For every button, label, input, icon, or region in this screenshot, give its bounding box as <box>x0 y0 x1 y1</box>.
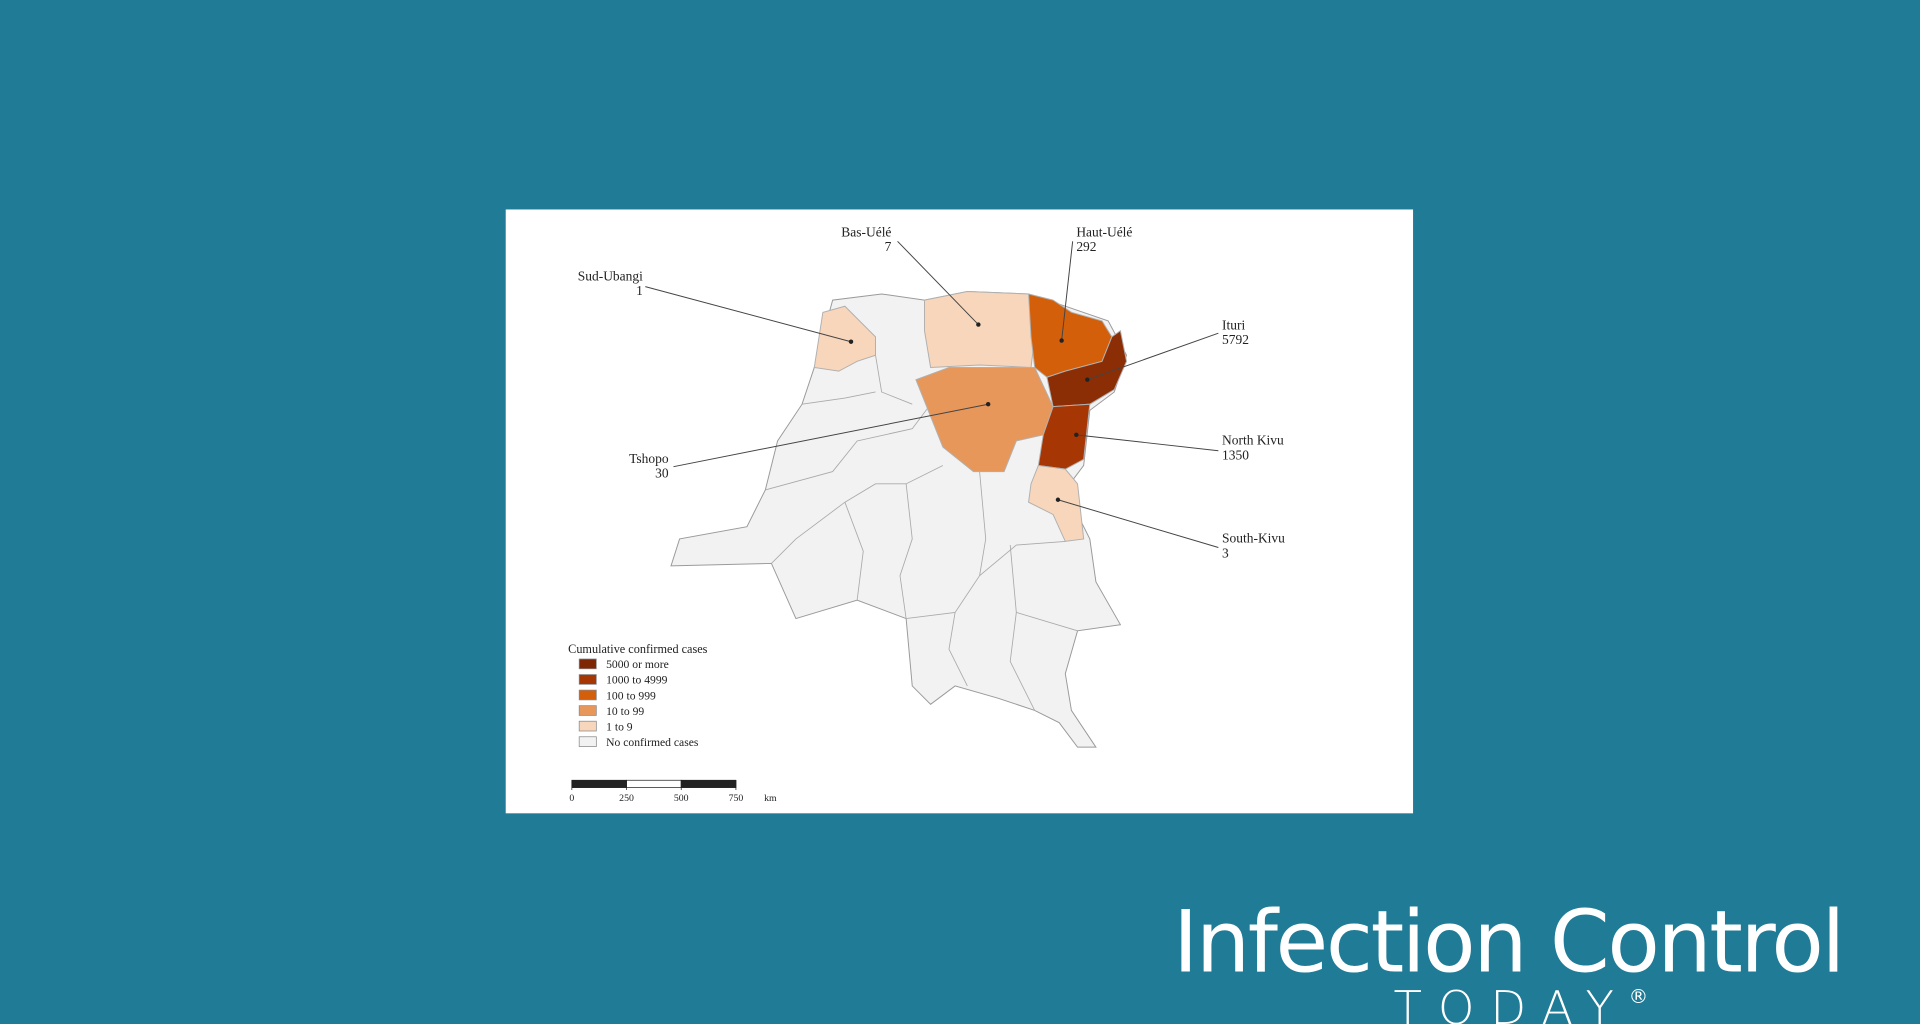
region-name: Ituri <box>1222 317 1245 332</box>
region-cases: 1 <box>636 283 643 298</box>
scale-bar: 0 250 500 750 km <box>569 779 777 804</box>
scale-tick-label: 500 <box>674 793 689 804</box>
scale-unit: km <box>764 793 777 804</box>
region-tshopo <box>915 366 1054 473</box>
leader-line <box>1057 499 1219 548</box>
region-cases: 7 <box>885 239 892 254</box>
legend-swatch <box>578 658 597 670</box>
region-dot <box>1059 338 1064 343</box>
leader-line <box>645 286 852 343</box>
scale-segment <box>571 779 627 788</box>
region-name: Sud-Ubangi <box>578 268 643 283</box>
leader-line <box>1061 241 1074 341</box>
leader-line <box>673 403 989 468</box>
region-cases: 5792 <box>1222 332 1249 347</box>
leader-line <box>897 240 979 325</box>
brand-mark: ® <box>1629 985 1649 1008</box>
region-cases: 3 <box>1222 545 1229 560</box>
legend-label: 1000 to 4999 <box>606 674 668 687</box>
region-dot <box>976 322 981 327</box>
scale-tick-label: 250 <box>619 793 634 804</box>
province-border <box>844 502 864 601</box>
region-dot <box>1055 497 1061 502</box>
brand-name: Infection Control <box>1173 892 1843 992</box>
region-dot <box>1085 377 1090 382</box>
scale-tick-label: 750 <box>729 793 744 804</box>
province-border <box>1009 612 1036 711</box>
legend-swatch <box>578 736 597 747</box>
region-sud-ubangi <box>813 305 876 372</box>
region-bas-uele <box>924 291 1036 368</box>
province-border <box>771 465 944 564</box>
province-border <box>899 483 1066 620</box>
scale-segment <box>680 779 737 788</box>
province-border <box>801 391 876 405</box>
leader-line <box>1087 332 1219 381</box>
province-border <box>979 471 987 576</box>
region-cases: 292 <box>1076 239 1096 254</box>
legend-label: 5000 or more <box>606 658 669 671</box>
legend-swatch <box>578 705 597 716</box>
legend-title: Cumulative confirmed cases <box>568 642 708 656</box>
region-south-kivu <box>1028 464 1085 542</box>
region-name: North Kivu <box>1222 433 1284 448</box>
legend-label: 10 to 99 <box>606 705 644 718</box>
legend: Cumulative confirmed cases 5000 or more 1… <box>568 642 708 749</box>
leader-line <box>1076 434 1219 452</box>
province-border <box>875 355 913 405</box>
legend-swatch <box>578 674 597 685</box>
legend-label: 100 to 999 <box>606 689 656 702</box>
legend-label: No confirmed cases <box>606 736 699 749</box>
province-border <box>948 612 968 687</box>
province-border <box>765 403 931 491</box>
region-name: South-Kivu <box>1222 531 1285 546</box>
region-dot <box>1074 432 1079 438</box>
scale-segment <box>626 779 682 788</box>
legend-swatch <box>578 720 597 732</box>
region-cases: 30 <box>655 466 669 481</box>
region-dot <box>848 339 854 344</box>
region-dot <box>985 402 991 407</box>
legend-label: 1 to 9 <box>606 720 633 733</box>
region-name: Haut-Uélé <box>1076 224 1132 239</box>
map <box>670 291 1128 748</box>
scale-tick-label: 0 <box>569 793 574 804</box>
region-name: Bas-Uélé <box>841 224 891 239</box>
legend-swatch <box>578 689 597 701</box>
region-name: Tshopo <box>629 451 669 466</box>
region-cases: 1350 <box>1222 447 1249 462</box>
